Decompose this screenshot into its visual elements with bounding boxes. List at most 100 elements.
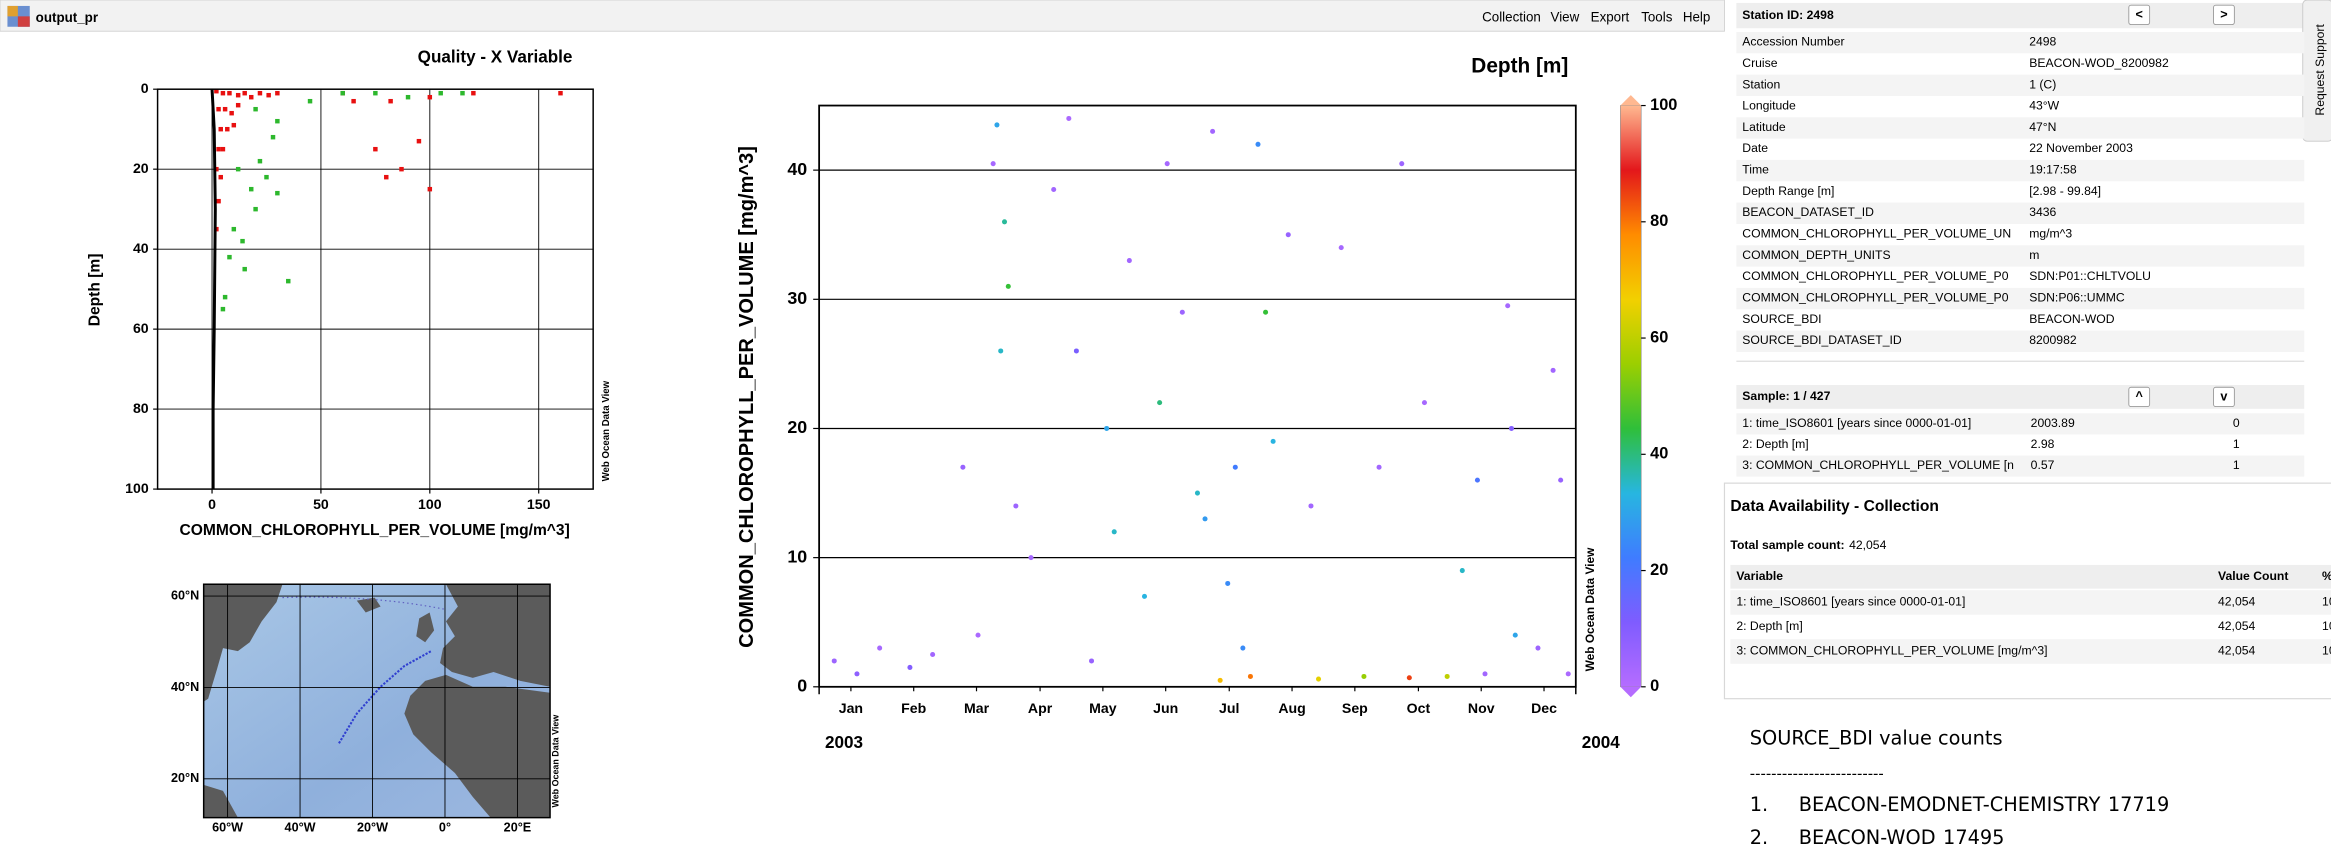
data-point <box>1316 677 1321 682</box>
data-point <box>994 122 999 127</box>
x-tick-label: 150 <box>527 496 551 512</box>
next-button-label[interactable]: v <box>2220 390 2227 404</box>
x-tick-label: Aug <box>1278 700 1305 716</box>
data-point <box>223 295 227 299</box>
data-point <box>223 107 227 111</box>
sample-variable: 2: Depth [m] <box>1742 437 1808 451</box>
colorbar-tick-label: 0 <box>1650 677 1659 695</box>
data-point <box>1551 368 1556 373</box>
data-point <box>388 99 392 103</box>
x-tick-label: Jul <box>1219 700 1239 716</box>
data-point <box>1104 426 1109 431</box>
data-point <box>399 167 403 171</box>
column-header: Variable <box>1736 569 1783 583</box>
y-tick-label: 0 <box>797 676 807 696</box>
data-point <box>428 187 432 191</box>
data-point <box>877 646 882 651</box>
data-point <box>275 91 279 95</box>
y-tick-label: 40 <box>787 159 807 179</box>
app-title: output_pr <box>36 10 98 25</box>
menu-item[interactable]: View <box>1551 9 1580 24</box>
y-axis-label: COMMON_CHLOROPHYLL_PER_VOLUME [mg/m^3] <box>736 146 758 648</box>
data-point <box>471 91 475 95</box>
data-point <box>1225 581 1230 586</box>
data-point <box>373 91 377 95</box>
data-point <box>266 93 270 97</box>
data-point <box>225 127 229 131</box>
data-point <box>1445 674 1450 679</box>
data-point <box>236 93 240 97</box>
row-value: 3436 <box>2029 205 2056 219</box>
data-point <box>242 267 246 271</box>
map-lon-label: 0° <box>439 820 451 834</box>
data-point <box>1248 674 1253 679</box>
data-point <box>236 167 240 171</box>
data-point <box>1475 478 1480 483</box>
data-point <box>249 187 253 191</box>
data-point <box>275 191 279 195</box>
data-point <box>832 658 837 663</box>
row-value: 47°N <box>2029 120 2056 134</box>
toolbar <box>0 0 1724 31</box>
data-point <box>229 111 233 115</box>
row-value: SDN:P06::UMMC <box>2029 291 2125 305</box>
column-header: % <box>2322 569 2331 583</box>
menu-item[interactable]: Tools <box>1641 9 1673 24</box>
data-point <box>351 99 355 103</box>
side-tab-label[interactable]: Request Support <box>2313 24 2327 116</box>
row-key: Date <box>1742 141 1768 155</box>
data-point <box>428 95 432 99</box>
row-value: 22 November 2003 <box>2029 141 2133 155</box>
list-marker: 2. <box>1750 826 1768 849</box>
sample-flag: 0 <box>2233 416 2240 430</box>
data-point <box>216 199 220 203</box>
prev-button-label[interactable]: < <box>2136 8 2143 22</box>
x-tick-label: Jun <box>1153 700 1178 716</box>
data-point <box>1074 348 1079 353</box>
map-lat-label: 40°N <box>171 680 199 694</box>
row-key: COMMON_CHLOROPHYLL_PER_VOLUME_P0 <box>1742 269 2008 283</box>
row-value: mg/m^3 <box>2029 227 2072 241</box>
row-value: 2498 <box>2029 35 2056 49</box>
panel-header: Station ID: 2498 <box>1742 8 1834 22</box>
x-tick-label: Jan <box>839 700 863 716</box>
x-tick-label: 0 <box>208 496 216 512</box>
map <box>204 584 550 817</box>
data-point <box>1286 232 1291 237</box>
row-key: Longitude <box>1742 99 1796 113</box>
panel-header: Sample: 1 / 427 <box>1742 389 1830 403</box>
data-point <box>286 279 290 283</box>
panel-title: Data Availability - Collection <box>1730 498 1939 515</box>
data-point <box>1460 568 1465 573</box>
data-point <box>1006 284 1011 289</box>
colorbar <box>1620 106 1641 687</box>
data-point <box>1240 646 1245 651</box>
data-point <box>1339 245 1344 250</box>
page-body: output_pr Collection View Export Tools Help Re… <box>0 0 2331 851</box>
data-point <box>907 665 912 670</box>
data-point <box>1255 142 1260 147</box>
data-point <box>854 671 859 676</box>
chart-title: Quality - X Variable <box>418 47 573 66</box>
x-tick-label: Dec <box>1531 700 1557 716</box>
data-point <box>1535 646 1540 651</box>
data-point <box>1089 658 1094 663</box>
data-point <box>1157 400 1162 405</box>
data-point <box>216 147 220 151</box>
data-point <box>1509 426 1514 431</box>
row-value: 8200982 <box>2029 333 2077 347</box>
data-point <box>998 348 1003 353</box>
menu-item[interactable]: Help <box>1683 9 1710 24</box>
next-button-label[interactable]: > <box>2220 8 2227 22</box>
prev-button-label[interactable]: ^ <box>2136 390 2144 404</box>
data-point <box>558 91 562 95</box>
data-point <box>1203 516 1208 521</box>
row-value: 43°W <box>2029 99 2059 113</box>
y-axis-label: Depth [m] <box>86 254 103 327</box>
menu-item[interactable]: Export <box>1591 9 1630 24</box>
menu-item[interactable]: Collection <box>1482 9 1541 24</box>
row-value: m <box>2029 248 2039 262</box>
data-point <box>219 127 223 131</box>
data-point <box>1195 491 1200 496</box>
data-point <box>975 633 980 638</box>
